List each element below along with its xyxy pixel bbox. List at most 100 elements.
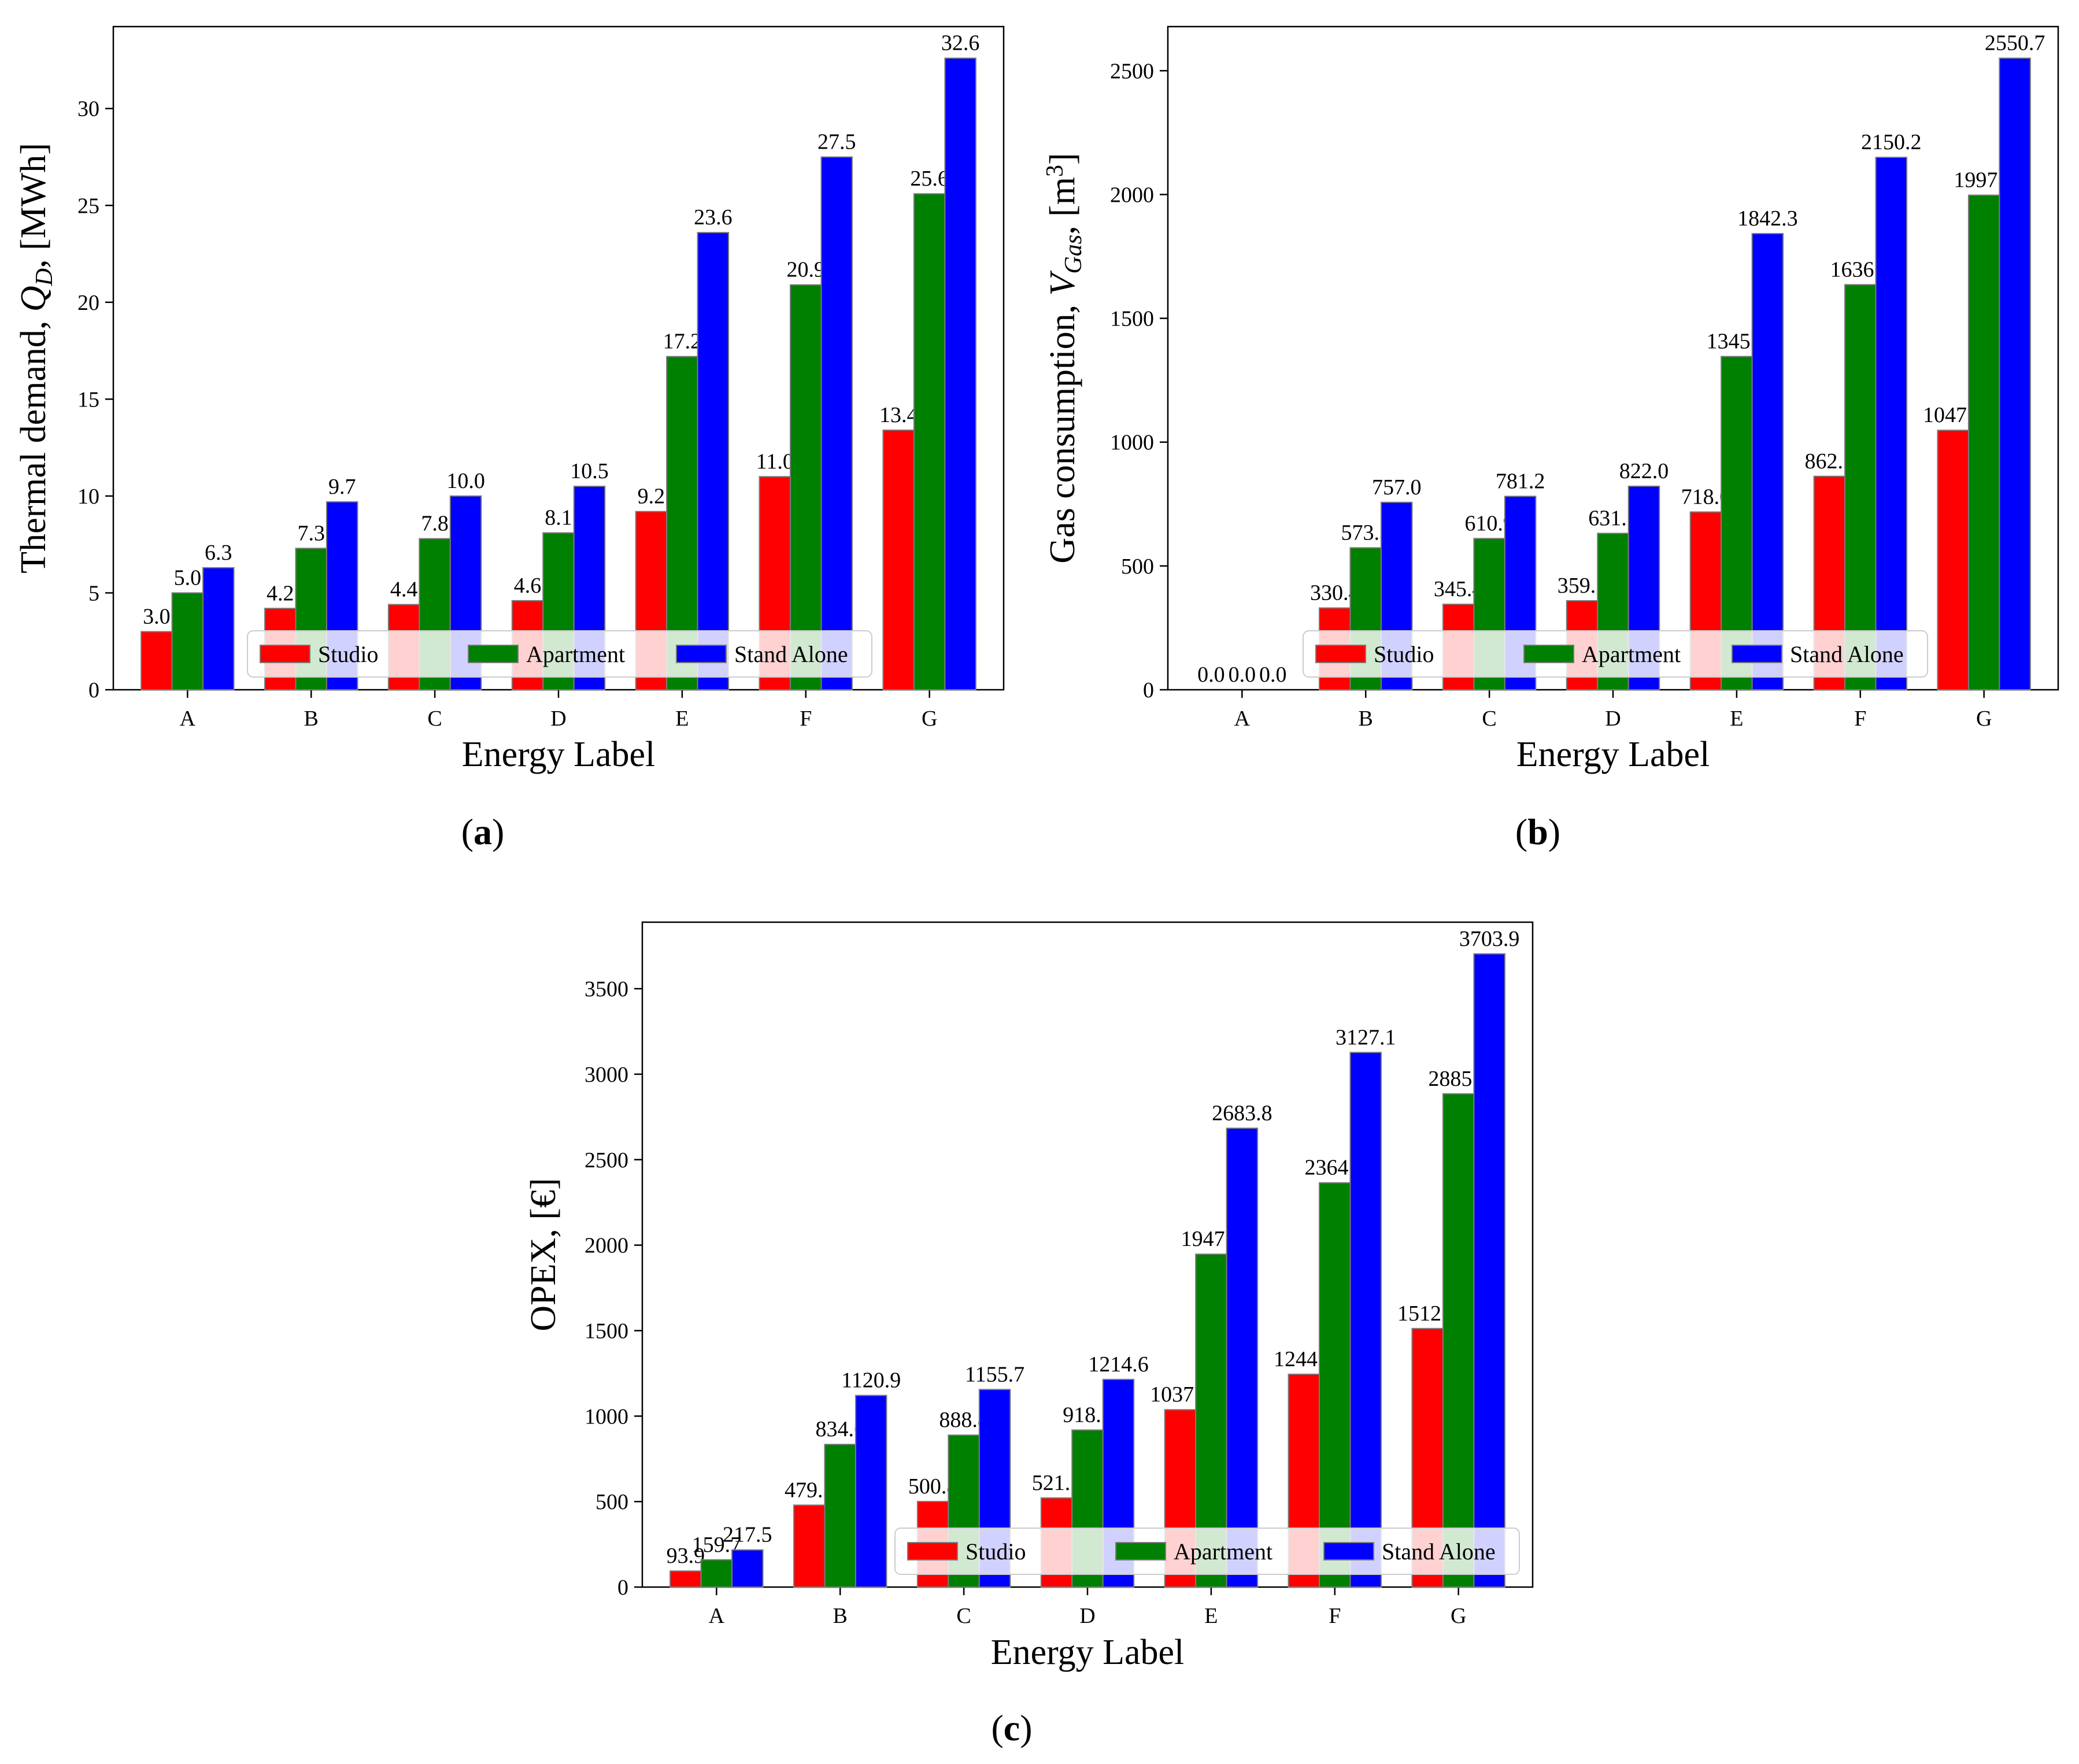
data-label: 10.0 — [446, 469, 485, 493]
data-label: 10.5 — [570, 459, 609, 483]
data-label: 20.9 — [787, 258, 826, 282]
x-axis-title: Energy Label — [462, 735, 656, 774]
data-label: 1842.3 — [1737, 206, 1798, 231]
bar-apartment — [790, 284, 822, 691]
legend-box — [1303, 630, 1928, 678]
y-axis-title: Gas consumption, VGas, [m3] — [1042, 153, 1087, 563]
bar-stand-alone — [1875, 157, 1907, 690]
legend-label: Apartment — [1582, 641, 1681, 667]
x-tick-label: D — [1079, 1604, 1095, 1628]
x-tick-label: D — [1605, 707, 1621, 731]
bar-stand-alone — [820, 156, 853, 690]
x-tick-label: A — [709, 1604, 725, 1628]
data-label: 5.0 — [174, 565, 202, 590]
data-label: 11.0 — [756, 449, 794, 474]
data-label: 3703.9 — [1459, 927, 1520, 951]
bar-stand-alone — [854, 1395, 887, 1588]
data-label: 23.6 — [694, 205, 733, 230]
x-tick-label: B — [1359, 707, 1373, 731]
x-tick-label: F — [1329, 1604, 1341, 1628]
legend-swatch — [907, 1542, 958, 1560]
data-label: 3.0 — [143, 604, 171, 628]
bar-stand-alone — [1473, 953, 1505, 1588]
panel-a: 0 5 10 15 20 25 30 A B C D E F G 3.0 4.2 4.4 4.6 9.2 11.0 13… — [14, 25, 1005, 852]
legend-label: Studio — [965, 1539, 1026, 1565]
y-tick-label: 3000 — [585, 1063, 628, 1087]
panel-caption: (a) — [461, 811, 505, 852]
data-label: 0.0 — [1259, 663, 1287, 687]
y-tick-label: 2500 — [1110, 59, 1154, 83]
bar-stand-alone — [1999, 57, 2031, 691]
bar-stand-alone — [1226, 1127, 1259, 1588]
bar-apartment — [700, 1559, 733, 1588]
bar-apartment — [1967, 194, 2000, 690]
legend-label: Stand Alone — [1382, 1539, 1496, 1565]
y-tick-label: 2500 — [585, 1148, 628, 1173]
panel-caption: (c) — [991, 1707, 1032, 1748]
data-label: 2550.7 — [1985, 31, 2045, 56]
x-axis-title: Energy Label — [991, 1633, 1185, 1672]
data-label: 4.4 — [390, 578, 418, 602]
data-label: 9.2 — [638, 485, 665, 509]
y-tick-label: 500 — [1121, 554, 1154, 579]
legend-label: Apartment — [526, 641, 625, 667]
legend-swatch — [1115, 1542, 1166, 1560]
y-tick-label: 3500 — [585, 977, 628, 1001]
data-label: 757.0 — [1372, 475, 1422, 500]
x-tick-label: G — [1451, 1604, 1466, 1628]
bar-stand-alone — [697, 232, 730, 691]
x-tick-label: D — [550, 707, 566, 731]
data-label: 25.6 — [910, 167, 949, 191]
data-label: 8.1 — [545, 506, 572, 530]
legend-swatch — [260, 645, 310, 663]
data-label: 781.2 — [1496, 469, 1545, 493]
legend-label: Apartment — [1174, 1539, 1272, 1565]
bar-apartment — [1319, 1182, 1351, 1588]
bar-studio — [669, 1570, 702, 1588]
data-label: 7.3 — [297, 521, 325, 545]
x-tick-label: E — [1730, 707, 1743, 731]
y-tick-label: 30 — [77, 97, 99, 121]
y-tick-label: 0 — [88, 678, 99, 702]
legend-swatch — [676, 645, 727, 663]
bar-stand-alone — [944, 57, 976, 691]
panel-caption: (b) — [1515, 811, 1560, 852]
y-tick-label: 15 — [77, 387, 99, 412]
y-tick-label: 0 — [1143, 678, 1154, 702]
x-tick-label: A — [1234, 707, 1251, 731]
legend-label: Studio — [318, 641, 378, 667]
x-tick-label: G — [922, 707, 937, 731]
y-tick-label: 1500 — [1110, 307, 1154, 331]
legend-label: Stand Alone — [734, 641, 848, 667]
x-tick-label: F — [1854, 707, 1866, 731]
bar-studio — [1937, 430, 1969, 690]
data-label: 1214.6 — [1088, 1352, 1149, 1377]
y-axis-title: OPEX, [€] — [524, 1178, 563, 1331]
data-label: 217.5 — [723, 1523, 772, 1547]
data-label: 1155.7 — [965, 1362, 1024, 1386]
x-axis-title: Energy Label — [1516, 735, 1710, 774]
x-tick-label: C — [1482, 707, 1496, 731]
bar-stand-alone — [731, 1549, 764, 1588]
bar-studio — [140, 631, 173, 690]
bar-apartment — [1442, 1093, 1475, 1588]
bar-apartment — [1844, 284, 1877, 690]
data-label: 822.0 — [1619, 459, 1669, 483]
data-label: 27.5 — [817, 130, 856, 154]
data-label: 32.6 — [941, 31, 980, 56]
bar-stand-alone — [1349, 1052, 1382, 1588]
data-label: 6.3 — [205, 541, 232, 565]
legend-label: Stand Alone — [1790, 641, 1904, 667]
bar-studio — [793, 1504, 826, 1588]
bar-apartment — [824, 1444, 856, 1588]
data-label: 7.8 — [421, 512, 449, 536]
x-tick-label: B — [833, 1604, 848, 1628]
data-label: 0.0 — [1197, 663, 1225, 687]
legend-swatch — [1732, 645, 1782, 663]
y-tick-label: 1000 — [1110, 431, 1154, 455]
y-tick-label: 20 — [77, 291, 99, 315]
data-label: 3127.1 — [1336, 1025, 1396, 1049]
